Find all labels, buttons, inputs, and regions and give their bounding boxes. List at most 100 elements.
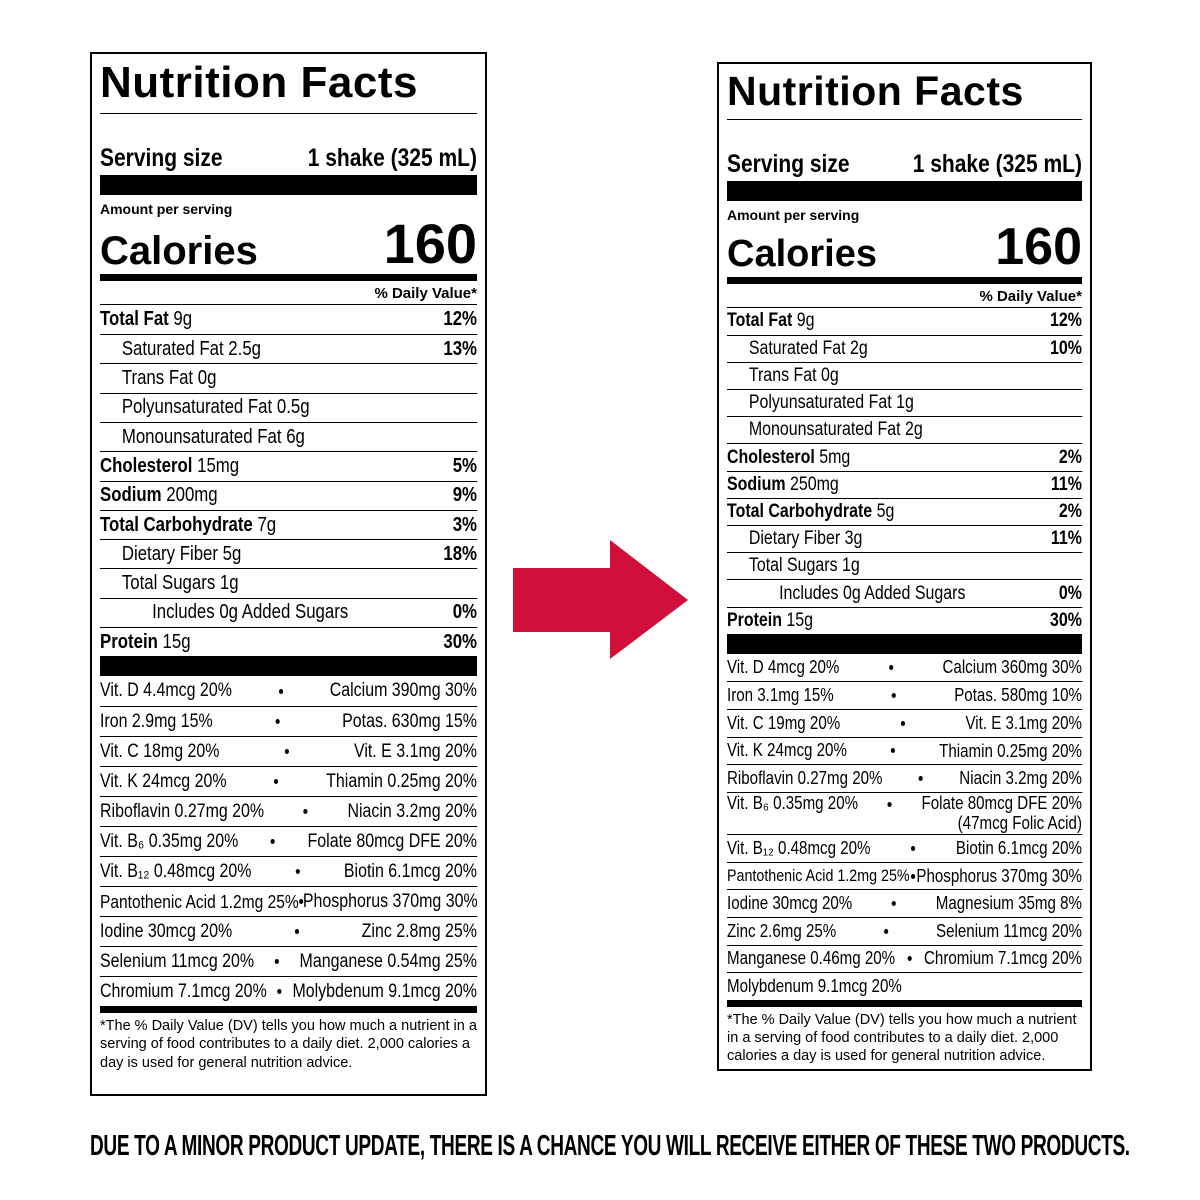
- vitamin-right: Chromium 7.1mcg 20%: [924, 948, 1082, 969]
- medium-rule: [727, 999, 1082, 1007]
- separator: [852, 901, 936, 907]
- separator: [870, 845, 955, 851]
- vitamin-right: Calcium 390mg 30%: [330, 680, 477, 702]
- vitamin-left: Pantothenic Acid 1.2mg 25%: [100, 890, 299, 912]
- bullet: [295, 869, 300, 875]
- nutrient-amount: 200mg: [166, 484, 218, 507]
- vitamin-row: Pantothenic Acid 1.2mg 25% Phosphorus 370…: [727, 861, 1082, 890]
- vitamin-left: Vit. K 24mcg 20%: [100, 770, 227, 792]
- separator: [858, 793, 921, 807]
- nutrient-amount: 0.5g: [276, 396, 310, 419]
- nutrient-row: Sodium 200mg 9%: [100, 480, 477, 510]
- nutrient-amount: 15g: [786, 609, 814, 631]
- vitamin-left: Riboflavin 0.27mg 20%: [727, 767, 883, 788]
- vitamin-row: Vit. B₆ 0.35mg 20% Folate 80mcg DFE 20%: [100, 826, 477, 856]
- nutrient-row: Cholesterol 5mg 2%: [727, 443, 1082, 470]
- nutrient-row: Includes 0g Added Sugars 0%: [727, 579, 1082, 606]
- bullet: [910, 873, 916, 879]
- separator: [834, 693, 954, 699]
- nutrient-name: Includes 0g Added Sugars: [152, 601, 349, 624]
- daily-value: 11%: [1050, 473, 1082, 495]
- nutrient: Saturated Fat 2.5g: [100, 338, 261, 361]
- vitamin-right-text: Vit. E 3.1mg 20%: [965, 712, 1082, 733]
- arrow: [513, 540, 688, 659]
- vitamin-right: Vit. E 3.1mg 20%: [354, 741, 477, 763]
- nutrient-list: Total Fat 9g 12% Saturated Fat 2.5g 13% Tran…: [100, 305, 477, 657]
- nutrient-amount: 3g: [844, 528, 863, 550]
- vitamin-row: Molybdenum 9.1mcg 20%: [727, 972, 1082, 1000]
- nutrient-name: Total Fat: [727, 310, 793, 332]
- nutrient-name: Polyunsaturated Fat: [748, 392, 892, 414]
- vitamin-left: Riboflavin 0.27mg 20%: [100, 800, 265, 822]
- vitamin-row: Vit. D 4mcg 20% Calcium 360mg 30%: [727, 654, 1082, 682]
- nutrient: Protein 15g: [727, 610, 813, 632]
- nutrient-name: Total Fat: [100, 307, 169, 330]
- nutrient: Polyunsaturated Fat 1g: [727, 392, 914, 414]
- nutrient-amount: 6g: [286, 425, 305, 448]
- bullet: [303, 809, 308, 815]
- vitamin-left: Vit. B₆ 0.35mg 20%: [100, 830, 239, 852]
- bullet: [284, 749, 289, 755]
- nutrient: Includes 0g Added Sugars: [727, 583, 965, 605]
- nutrient: Total Fat 9g: [727, 310, 815, 332]
- vitamin-right: Phosphorus 370mg 30%: [916, 866, 1082, 887]
- bullet: [275, 719, 280, 725]
- nutrient-row: Saturated Fat 2.5g 13%: [100, 334, 477, 363]
- vitamin-right: Selenium 11mcg 20%: [936, 921, 1082, 942]
- vitamin-row: Vit. K 24mcg 20% Thiamin 0.25mg 20%: [100, 766, 477, 796]
- vitamin-row: Iodine 30mcg 20% Zinc 2.8mg 25%: [100, 916, 477, 946]
- daily-value-header: % Daily Value*: [100, 281, 477, 305]
- separator: [298, 899, 303, 905]
- bullet: [891, 901, 897, 907]
- vitamin-row: Vit. D 4.4mcg 20% Calcium 390mg 30%: [100, 676, 477, 706]
- nutrient-name: Total Sugars: [748, 555, 838, 577]
- separator: [882, 775, 959, 781]
- nutrient: Trans Fat 0g: [727, 365, 839, 387]
- separator: [839, 665, 942, 671]
- vitamin-right: Molybdenum 9.1mcg 20%: [292, 981, 477, 1003]
- vitamin-right-text: Calcium 390mg 30%: [329, 680, 477, 702]
- nutrient-name: Protein: [100, 630, 158, 653]
- vitamin-row: Vit. C 18mg 20% Vit. E 3.1mg 20%: [100, 736, 477, 766]
- nutrient: Total Fat 9g: [100, 308, 192, 331]
- nutrient-name: Total Carbohydrate: [100, 513, 253, 536]
- vitamin-left: Pantothenic Acid 1.2mg 25%: [727, 866, 910, 886]
- vitamin-right-text: Niacin 3.2mg 20%: [347, 800, 477, 822]
- nutrient-row: Total Sugars 1g: [727, 552, 1082, 579]
- vitamin-right-text: Folate 80mcg DFE 20%: [307, 830, 477, 852]
- vitamin-left: Iron 3.1mg 15%: [727, 685, 834, 706]
- nutrient-amount: 5mg: [819, 446, 851, 468]
- nutrient-row: Protein 15g 30%: [727, 606, 1082, 634]
- daily-value: 30%: [443, 630, 477, 653]
- bullet: [278, 688, 283, 694]
- vitamin-left: Vit. C 19mg 20%: [727, 712, 841, 733]
- daily-value: 2%: [1058, 446, 1082, 468]
- notice-box: DUE TO A MINOR PRODUCT UPDATE, THERE IS …: [90, 1130, 1130, 1163]
- nutrient-amount: 0g: [820, 365, 839, 386]
- nutrient-name: Polyunsaturated Fat: [121, 396, 273, 419]
- separator: [219, 749, 353, 755]
- medium-rule: [100, 1006, 477, 1014]
- vitamin-row: Iodine 30mcg 20% Magnesium 35mg 8%: [727, 889, 1082, 917]
- arrow-shape: [513, 540, 688, 659]
- separator: [910, 873, 917, 879]
- vitamin-left: Vit. C 18mg 20%: [100, 740, 220, 762]
- thick-rule: [100, 656, 477, 677]
- separator: [232, 929, 361, 935]
- vitamin-row: Iron 3.1mg 15% Potas. 580mg 10%: [727, 681, 1082, 709]
- vitamin-left: Zinc 2.6mg 25%: [727, 920, 837, 941]
- vitamin-left: Vit. D 4.4mcg 20%: [100, 680, 232, 702]
- daily-value: 18%: [443, 542, 477, 565]
- nutrient-name: Protein: [727, 609, 782, 631]
- bullet: [274, 959, 279, 965]
- nutrition-label: Nutrition Facts Serving size 1 shake (325 …: [90, 52, 487, 1096]
- nutrient: Protein 15g: [100, 631, 191, 654]
- nutrient-row: Cholesterol 15mg 5%: [100, 451, 477, 480]
- serving-size: 1 shake (325 mL): [912, 150, 1082, 179]
- daily-value-header: % Daily Value*: [727, 284, 1082, 308]
- bullet: [918, 775, 923, 781]
- vitamin-row: Manganese 0.46mg 20% Chromium 7.1mcg 20%: [727, 944, 1082, 973]
- vitamin-right: Phosphorus 370mg 30%: [303, 891, 478, 913]
- daily-value: 13%: [443, 337, 477, 360]
